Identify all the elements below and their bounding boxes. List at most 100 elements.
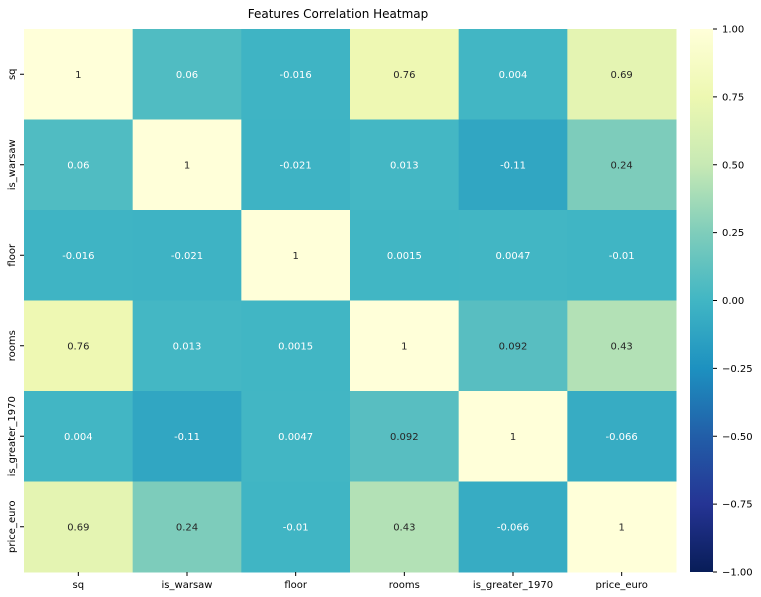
heatmap-annotation-5-2: -0.01 [283,522,309,533]
heatmap-cell-5-5 [567,481,677,573]
colorbar-tick-label-0: 1.00 [722,25,744,36]
y-axis-tick-label-1: is_warsaw [7,139,18,190]
heatmap-cell-3-5 [567,300,677,392]
x-axis-tick-label-2: floor [284,580,308,591]
heatmap-cell-4-1 [132,391,242,482]
heatmap-cell-5-0 [24,481,134,573]
x-axis-tick-label-0: sq [73,580,85,591]
heatmap-annotation-2-5: -0.01 [609,251,635,262]
heatmap-cell-5-4 [458,481,568,573]
heatmap-cell-3-3 [350,300,460,392]
x-axis: sq is_warsaw floor rooms is_greater_1970 pric… [73,572,648,591]
heatmap-cell-0-2 [241,29,351,120]
heatmap-cell-3-2 [241,300,351,392]
heatmap-cell-1-4 [458,119,568,211]
heatmap-cell-2-5 [567,210,677,301]
x-axis-tick-label-4: is_greater_1970 [473,580,553,591]
heatmap-annotation-2-1: -0.021 [171,251,203,262]
heatmap-annotation-1-1: 1 [184,160,190,171]
heatmap-annotation-2-2: 1 [292,251,298,262]
heatmap-annotation-3-2: 0.0015 [278,341,313,352]
heatmap-annotation-0-1: 0.06 [176,70,198,81]
heatmap-annotation-4-4: 1 [510,432,516,443]
chart-title: Features Correlation Heatmap [248,7,429,21]
colorbar-tick-label-8: −1.00 [722,568,753,579]
heatmap-annotation-1-0: 0.06 [67,160,89,171]
heatmap-annotation-1-4: -0.11 [500,160,526,171]
heatmap-annotation-2-3: 0.0015 [387,251,422,262]
heatmap-annotation-0-5: 0.69 [611,70,633,81]
heatmap-cell-3-0 [24,300,134,392]
heatmap-annotation-1-3: 0.013 [390,160,419,171]
heatmap-annotation-0-3: 0.76 [393,70,415,81]
heatmap-annotation-3-5: 0.43 [611,341,633,352]
heatmap-annotation-4-0: 0.004 [64,432,93,443]
heatmap-cell-0-5 [567,29,677,120]
heatmap-annotation-1-2: -0.021 [280,160,312,171]
heatmap-annotation-5-0: 0.69 [67,522,89,533]
heatmap-annotation-3-3: 1 [401,341,407,352]
heatmap-annotation-5-4: -0.066 [497,522,529,533]
colorbar-tick-label-7: −0.75 [722,500,753,511]
heatmap-cell-0-1 [132,29,242,120]
heatmap-annotation-1-5: 0.24 [611,160,633,171]
heatmap-cell-2-3 [350,210,460,301]
heatmap-cell-4-2 [241,391,351,482]
y-axis-tick-label-5: price_euro [7,501,18,553]
x-axis-tick-label-1: is_warsaw [162,580,213,591]
heatmap-cell-2-0 [24,210,134,301]
y-axis-tick-label-2: floor [7,243,18,267]
heatmap-annotation-3-1: 0.013 [173,341,202,352]
heatmap-cell-1-3 [350,119,460,211]
colorbar: 1.00 0.75 0.50 0.25 0.00 −0.25 −0.50 −0.75 −1.00 [690,25,753,579]
heatmap-cell-0-4 [458,29,568,120]
y-axis-tick-label-4: is_greater_1970 [7,396,18,476]
heatmap-annotation-5-5: 1 [618,522,624,533]
heatmap-annotation-3-0: 0.76 [67,341,89,352]
heatmap-annotation-4-3: 0.092 [390,432,419,443]
heatmap-cell-0-0 [24,29,134,120]
heatmap-annotation-4-1: -0.11 [174,432,200,443]
heatmap-cell-4-5 [567,391,677,482]
colorbar-tick-label-6: −0.50 [722,432,753,443]
heatmap-cell-2-4 [458,210,568,301]
heatmap-cell-5-1 [132,481,242,573]
heatmap-annotation-2-4: 0.0047 [496,251,531,262]
heatmap-cell-0-3 [350,29,460,120]
heatmap-annotation-5-3: 0.43 [393,522,415,533]
heatmap-cell-1-2 [241,119,351,211]
heatmap-cell-2-2 [241,210,351,301]
colorbar-scale [690,29,713,572]
heatmap-cells [24,29,677,573]
heatmap-annotation-4-2: 0.0047 [278,432,313,443]
heatmap-annotation-0-4: 0.004 [499,70,528,81]
heatmap-cell-1-5 [567,119,677,211]
heatmap-annotation-3-4: 0.092 [499,341,528,352]
y-axis-tick-label-3: rooms [7,330,18,361]
colorbar-tick-label-1: 0.75 [722,92,744,103]
heatmap-annotation-4-5: -0.066 [606,432,638,443]
heatmap-annotation-0-2: -0.016 [280,70,312,81]
colorbar-tick-label-3: 0.25 [722,228,744,239]
colorbar-tick-label-5: −0.25 [722,364,753,375]
heatmap-annotation-2-0: -0.016 [62,251,94,262]
heatmap-cell-3-1 [132,300,242,392]
heatmap-cell-2-1 [132,210,242,301]
heatmap-cell-1-0 [24,119,134,211]
heatmap-cell-4-0 [24,391,134,482]
y-axis-tick-label-0: sq [7,68,18,80]
heatmap-cell-4-3 [350,391,460,482]
heatmap-annotation-0-0: 1 [75,70,81,81]
x-axis-tick-label-3: rooms [389,580,420,591]
x-axis-tick-label-5: price_euro [595,580,647,591]
colorbar-tick-label-2: 0.50 [722,160,744,171]
heatmap-cell-1-1 [132,119,242,211]
heatmap-cell-4-4 [458,391,568,482]
heatmap-annotation-5-1: 0.24 [176,522,198,533]
colorbar-ticks: 1.00 0.75 0.50 0.25 0.00 −0.25 −0.50 −0.75 −1.00 [713,25,753,579]
heatmap-cell-5-3 [350,481,460,573]
colorbar-tick-label-4: 0.00 [722,296,744,307]
heatmap-cell-5-2 [241,481,351,573]
